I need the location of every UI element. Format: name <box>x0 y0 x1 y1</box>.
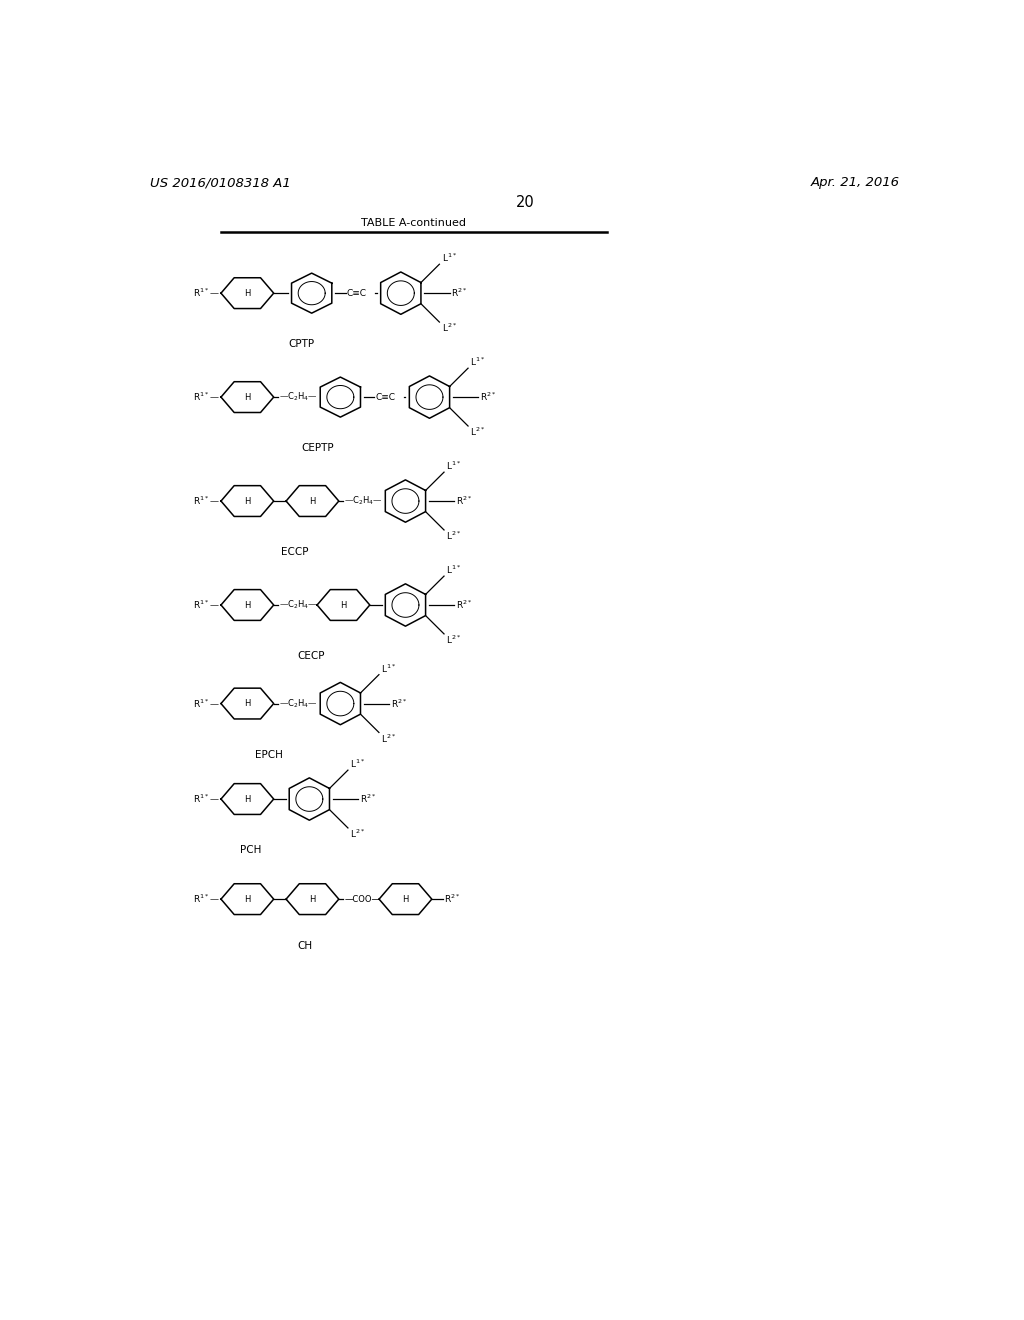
Text: H: H <box>244 895 251 904</box>
Text: L$^{1*}$: L$^{1*}$ <box>381 663 396 675</box>
Text: H: H <box>244 496 251 506</box>
Text: L$^{1*}$: L$^{1*}$ <box>470 356 485 368</box>
Text: C≡C: C≡C <box>375 392 395 401</box>
Text: L$^{2*}$: L$^{2*}$ <box>446 634 462 647</box>
Text: R$^{2*}$: R$^{2*}$ <box>452 286 468 300</box>
Text: —C$_2$H$_4$—: —C$_2$H$_4$— <box>280 391 317 404</box>
Text: 20: 20 <box>515 194 535 210</box>
Text: R$^{1*}$—: R$^{1*}$— <box>193 793 219 805</box>
Text: H: H <box>244 700 251 708</box>
Text: H: H <box>244 601 251 610</box>
Text: C≡C: C≡C <box>346 289 367 297</box>
Text: H: H <box>244 392 251 401</box>
Text: —C$_2$H$_4$—: —C$_2$H$_4$— <box>344 495 383 507</box>
Text: CEPTP: CEPTP <box>302 444 334 453</box>
Text: TABLE A-continued: TABLE A-continued <box>360 219 466 228</box>
Text: EPCH: EPCH <box>255 750 283 760</box>
Text: ECCP: ECCP <box>282 548 309 557</box>
Text: R$^{2*}$: R$^{2*}$ <box>359 793 376 805</box>
Text: US 2016/0108318 A1: US 2016/0108318 A1 <box>150 176 291 189</box>
Text: L$^{2*}$: L$^{2*}$ <box>381 733 396 744</box>
Text: R$^{1*}$—: R$^{1*}$— <box>193 697 219 710</box>
Text: R$^{2*}$: R$^{2*}$ <box>456 599 472 611</box>
Text: Apr. 21, 2016: Apr. 21, 2016 <box>811 176 900 189</box>
Text: L$^{2*}$: L$^{2*}$ <box>446 529 462 543</box>
Text: R$^{2*}$: R$^{2*}$ <box>391 697 408 710</box>
Text: L$^{2*}$: L$^{2*}$ <box>350 828 366 841</box>
Text: PCH: PCH <box>240 845 261 855</box>
Text: H: H <box>309 496 315 506</box>
Text: R$^{2*}$: R$^{2*}$ <box>444 892 461 906</box>
Text: L$^{2*}$: L$^{2*}$ <box>470 426 485 438</box>
Text: R$^{1*}$—: R$^{1*}$— <box>193 391 219 404</box>
Text: L$^{2*}$: L$^{2*}$ <box>441 322 457 334</box>
Text: —COO—: —COO— <box>344 895 380 904</box>
Text: CPTP: CPTP <box>289 339 314 350</box>
Text: R$^{1*}$—: R$^{1*}$— <box>193 892 219 906</box>
Text: CECP: CECP <box>297 651 325 661</box>
Text: H: H <box>340 601 347 610</box>
Text: CH: CH <box>297 941 312 952</box>
Text: L$^{1*}$: L$^{1*}$ <box>350 758 366 770</box>
Text: H: H <box>402 895 409 904</box>
Text: H: H <box>309 895 315 904</box>
Text: R$^{1*}$—: R$^{1*}$— <box>193 495 219 507</box>
Text: R$^{2*}$: R$^{2*}$ <box>480 391 497 404</box>
Text: R$^{2*}$: R$^{2*}$ <box>456 495 472 507</box>
Text: H: H <box>244 289 251 297</box>
Text: H: H <box>244 795 251 804</box>
Text: —C$_2$H$_4$—: —C$_2$H$_4$— <box>280 697 317 710</box>
Text: R$^{1*}$—: R$^{1*}$— <box>193 286 219 300</box>
Text: L$^{1*}$: L$^{1*}$ <box>446 459 462 473</box>
Text: L$^{1*}$: L$^{1*}$ <box>446 564 462 576</box>
Text: R$^{1*}$—: R$^{1*}$— <box>193 599 219 611</box>
Text: L$^{1*}$: L$^{1*}$ <box>441 252 457 264</box>
Text: —C$_2$H$_4$—: —C$_2$H$_4$— <box>280 599 317 611</box>
